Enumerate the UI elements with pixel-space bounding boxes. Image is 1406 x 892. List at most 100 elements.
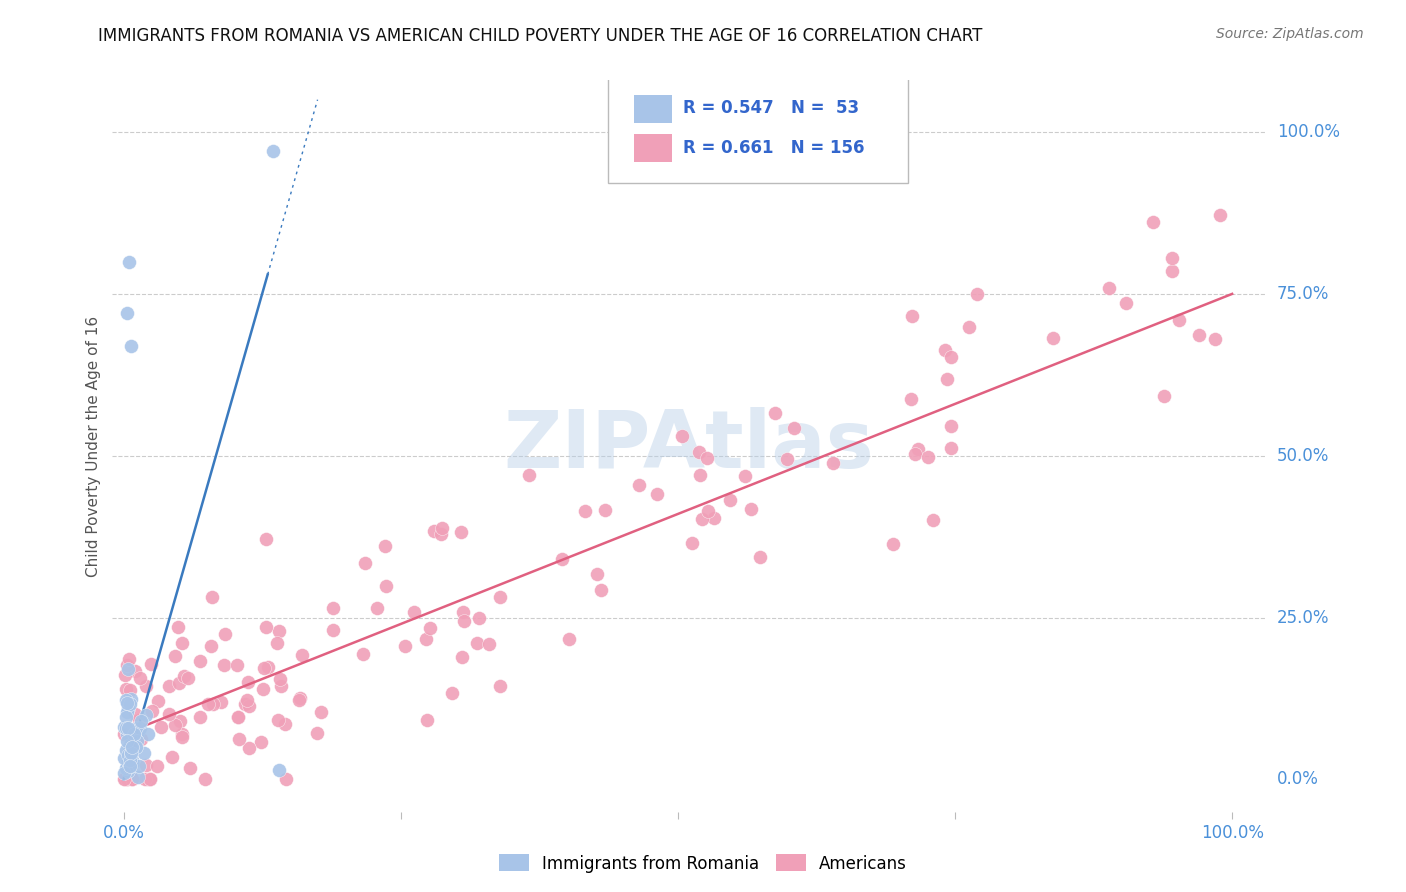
Point bbox=[276, 772, 298, 787]
Point bbox=[226, 710, 249, 724]
Point bbox=[270, 680, 292, 694]
Point bbox=[121, 772, 143, 787]
Point bbox=[645, 487, 668, 501]
Point bbox=[574, 504, 596, 518]
Point bbox=[115, 772, 138, 787]
FancyBboxPatch shape bbox=[609, 77, 908, 183]
Point bbox=[141, 704, 163, 718]
Point bbox=[115, 693, 138, 707]
Point bbox=[267, 624, 290, 638]
Point bbox=[1161, 251, 1184, 265]
Point bbox=[114, 668, 136, 682]
Point bbox=[121, 734, 143, 748]
Text: ZIPAtlas: ZIPAtlas bbox=[503, 407, 875, 485]
Point bbox=[125, 733, 148, 747]
Point bbox=[149, 720, 172, 734]
Point bbox=[129, 721, 152, 735]
Point bbox=[763, 406, 786, 420]
Point bbox=[172, 727, 194, 741]
Point bbox=[135, 758, 157, 772]
Point bbox=[1042, 331, 1064, 345]
Point bbox=[374, 579, 396, 593]
Point bbox=[122, 727, 145, 741]
Point bbox=[139, 772, 162, 787]
Point bbox=[419, 621, 441, 635]
Point bbox=[322, 623, 344, 637]
Point bbox=[671, 429, 693, 443]
Point bbox=[139, 772, 162, 787]
Text: 75.0%: 75.0% bbox=[1277, 285, 1329, 303]
Point bbox=[904, 447, 927, 461]
Point bbox=[703, 510, 725, 524]
Point bbox=[1204, 332, 1226, 346]
Point bbox=[253, 660, 276, 674]
Point bbox=[441, 686, 464, 700]
Point bbox=[114, 772, 136, 787]
Point bbox=[450, 524, 472, 539]
Text: 0.0%: 0.0% bbox=[1277, 771, 1319, 789]
Point bbox=[125, 739, 148, 754]
Point bbox=[465, 636, 488, 650]
Point bbox=[586, 566, 609, 581]
Point bbox=[127, 721, 149, 735]
Point bbox=[1168, 313, 1191, 327]
Point bbox=[122, 735, 145, 749]
Point bbox=[121, 739, 143, 753]
Point bbox=[689, 467, 711, 482]
Point bbox=[115, 772, 138, 787]
Point bbox=[934, 343, 956, 358]
Point bbox=[112, 772, 135, 787]
Point bbox=[177, 671, 200, 685]
Text: R = 0.661   N = 156: R = 0.661 N = 156 bbox=[683, 138, 865, 157]
Point bbox=[238, 741, 260, 756]
Point bbox=[112, 751, 135, 765]
Point bbox=[120, 738, 142, 752]
Point bbox=[120, 746, 142, 760]
Point bbox=[120, 339, 142, 353]
Bar bbox=[634, 135, 672, 162]
Point bbox=[690, 512, 713, 526]
Point bbox=[157, 706, 180, 721]
Point bbox=[917, 450, 939, 464]
Point bbox=[118, 652, 141, 666]
Point bbox=[558, 632, 581, 647]
Point bbox=[197, 697, 219, 711]
Point bbox=[254, 620, 277, 634]
Point bbox=[1188, 328, 1211, 343]
Point bbox=[134, 772, 156, 787]
Point bbox=[489, 679, 512, 693]
Point bbox=[115, 710, 138, 724]
Point bbox=[115, 727, 138, 741]
Point bbox=[121, 739, 143, 754]
Point bbox=[233, 697, 256, 711]
Point bbox=[127, 725, 149, 739]
Point bbox=[121, 756, 143, 771]
Point bbox=[121, 726, 143, 740]
Point bbox=[939, 350, 962, 364]
Point bbox=[115, 733, 138, 747]
Point bbox=[782, 421, 804, 435]
Point bbox=[423, 524, 446, 539]
Point bbox=[309, 705, 332, 719]
Point bbox=[366, 600, 388, 615]
Text: 50.0%: 50.0% bbox=[1277, 447, 1329, 465]
Point bbox=[593, 503, 616, 517]
Point bbox=[415, 632, 437, 646]
Point bbox=[115, 658, 138, 673]
Point bbox=[200, 590, 222, 604]
Point bbox=[266, 636, 288, 650]
Point bbox=[1115, 296, 1137, 310]
Point bbox=[288, 693, 311, 707]
Point bbox=[157, 679, 180, 693]
Point bbox=[124, 706, 146, 721]
Point bbox=[1161, 264, 1184, 278]
Point bbox=[519, 468, 541, 483]
Point bbox=[200, 640, 222, 654]
Point bbox=[188, 710, 211, 724]
Point bbox=[734, 469, 756, 483]
Point bbox=[1209, 208, 1232, 222]
Point bbox=[117, 764, 139, 778]
Point bbox=[1098, 281, 1121, 295]
Point bbox=[129, 732, 152, 747]
Point bbox=[127, 770, 149, 784]
